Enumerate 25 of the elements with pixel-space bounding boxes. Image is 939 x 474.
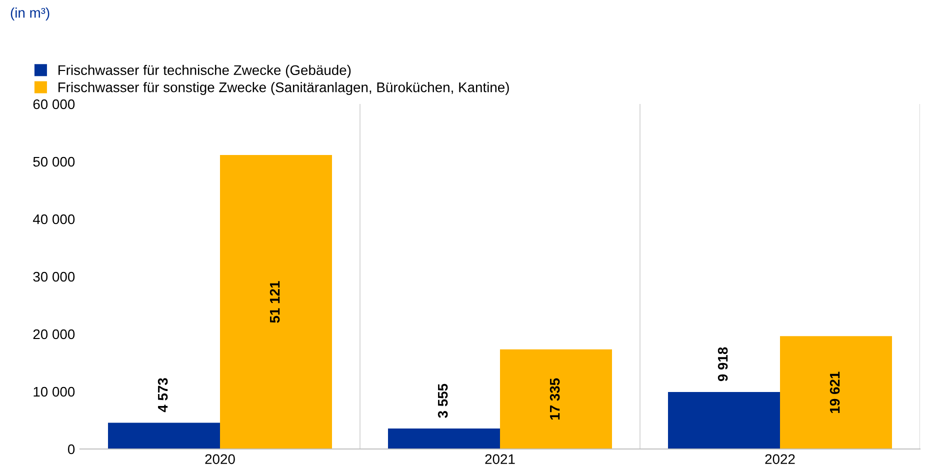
data-label: 17 335 [550, 378, 560, 420]
y-tick-label: 10 000 [34, 386, 75, 397]
y-tick-label: 60 000 [33, 99, 75, 110]
bar [668, 392, 780, 449]
y-tick-label: 20 000 [33, 329, 75, 340]
data-label: 4 573 [158, 378, 168, 412]
data-label: 3 555 [438, 384, 448, 418]
data-label: 51 121 [270, 281, 280, 323]
y-tick-label: 30 000 [33, 272, 75, 282]
bar [220, 155, 332, 449]
x-tick-label: 2021 [485, 454, 515, 464]
x-tick-label: 2022 [765, 454, 795, 464]
bar [108, 422, 220, 449]
bar [780, 336, 892, 449]
data-label: 9 918 [718, 347, 728, 382]
y-tick-label: 0 [68, 444, 75, 454]
bar [388, 428, 500, 449]
data-label: 19 621 [830, 372, 840, 413]
legend-label: Frischwasser für technische Zwecke (Gebäude) [58, 64, 351, 78]
text: (in m³) [10, 8, 50, 20]
bar [500, 349, 612, 449]
y-tick-label: 50 000 [33, 156, 75, 167]
x-tick-label: 2020 [205, 454, 235, 464]
legend-label: Frischwasser für sonstige Zwecke (Sanitäranlagen, Büroküchen, Kantine) [58, 82, 509, 95]
y-tick-label: 40 000 [32, 214, 75, 224]
